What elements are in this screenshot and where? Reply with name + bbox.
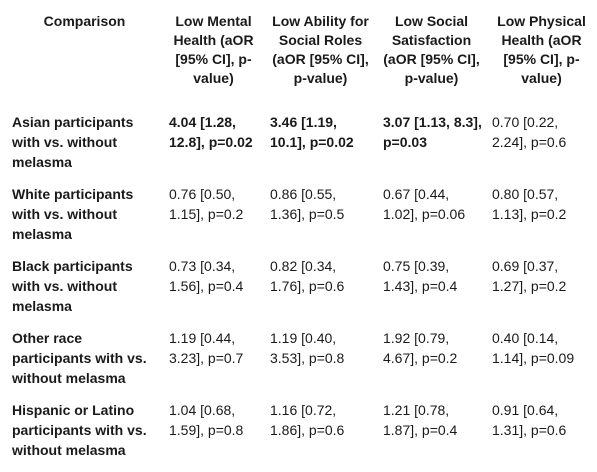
table-cell: 0.86 [0.55, 1.36], p=0.5 [270,186,345,222]
table-cell: 0.70 [0.22, 2.24], p=0.6 [492,114,567,150]
table-row: Other race participants with vs. without… [0,320,597,392]
row-label: Other race participants with vs. without… [12,330,147,386]
table-cell: 0.73 [0.34, 1.56], p=0.4 [169,258,244,294]
row-label: Black participants with vs. without mela… [12,258,133,314]
table-cell: 1.16 [0.72, 1.86], p=0.6 [270,402,345,438]
table-cell: 4.04 [1.28, 12.8], p=0.02 [169,114,253,150]
table-cell: 0.82 [0.34, 1.76], p=0.6 [270,258,345,294]
table-row: White participants with vs. without mela… [0,176,597,248]
table-row: Black participants with vs. without mela… [0,248,597,320]
row-label: White participants with vs. without mela… [12,186,134,242]
table-cell: 0.91 [0.64, 1.31], p=0.6 [492,402,567,438]
table-cell: 0.40 [0.14, 1.14], p=0.09 [492,330,575,366]
table-header-row: Comparison Low Mental Health (aOR [95% C… [0,0,597,98]
table-cell: 3.07 [1.13, 8.3], p=0.03 [383,114,482,150]
table-cell: 1.92 [0.79, 4.67], p=0.2 [383,330,458,366]
table-cell: 0.75 [0.39, 1.43], p=0.4 [383,258,458,294]
header-low-ability-social-roles: Low Ability for Social Roles (aOR [95% C… [272,13,369,86]
row-label: Asian participants with vs. without mela… [12,114,134,170]
row-label: Hispanic or Latino participants with vs.… [12,402,147,458]
table-row: Asian participants with vs. without mela… [0,98,597,176]
table-cell: 1.04 [0.68, 1.59], p=0.8 [169,402,244,438]
header-comparison: Comparison [43,13,126,29]
table-cell: 3.46 [1.19, 10.1], p=0.02 [270,114,354,150]
header-low-physical-health: Low Physical Health (aOR [95% CI], p-val… [497,13,586,86]
table-cell: 0.69 [0.37, 1.27], p=0.2 [492,258,567,294]
table-cell: 1.19 [0.44, 3.23], p=0.7 [169,330,244,366]
table-cell: 1.21 [0.78, 1.87], p=0.4 [383,402,458,438]
header-low-social-satisfaction: Low Social Satisfaction (aOR [95% CI], p… [383,13,480,86]
table-cell: 0.80 [0.57, 1.13], p=0.2 [492,186,567,222]
header-low-mental-health: Low Mental Health (aOR [95% CI], p-value… [173,13,254,86]
table-cell: 1.19 [0.40, 3.53], p=0.8 [270,330,345,366]
table-row: Hispanic or Latino participants with vs.… [0,392,597,464]
table-cell: 0.76 [0.50, 1.15], p=0.2 [169,186,244,222]
table-cell: 0.67 [0.44, 1.02], p=0.06 [383,186,466,222]
